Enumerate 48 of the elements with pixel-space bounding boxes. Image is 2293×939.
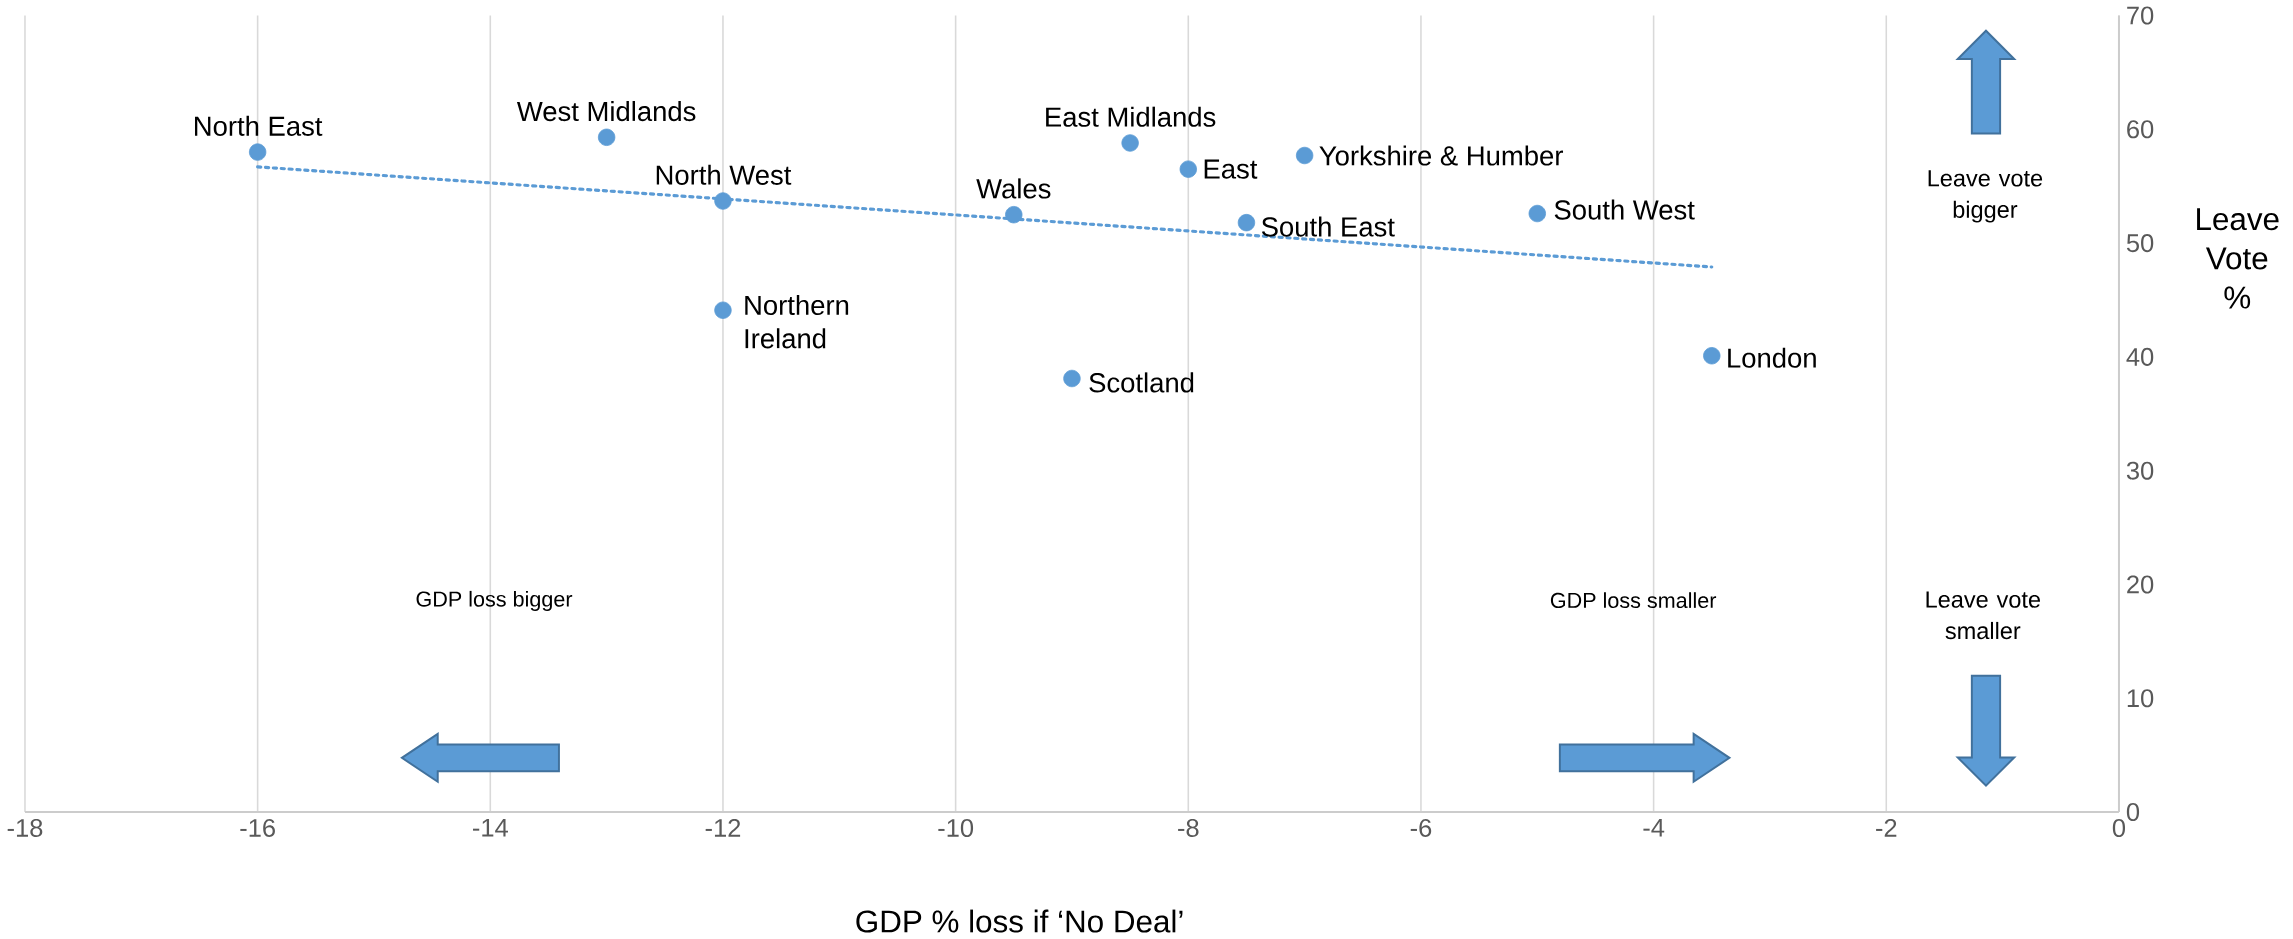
point xyxy=(1121,134,1139,152)
y-tick-label: 70 xyxy=(2127,6,2154,25)
x-tick-label: -4 xyxy=(1643,818,1665,837)
annotation: East Midlands xyxy=(1046,106,1216,127)
x-tick-label: -14 xyxy=(473,818,508,837)
x-tick-label: -18 xyxy=(7,818,43,837)
x-tick-label: 0 xyxy=(2112,818,2126,837)
annotation: Yorkshire & Humber xyxy=(1319,145,1564,166)
annotation: Scotland xyxy=(1089,372,1194,393)
annotation: London xyxy=(1728,347,1816,368)
point xyxy=(597,128,616,146)
x-tick-label: -12 xyxy=(705,818,741,837)
point xyxy=(1295,146,1314,165)
x-axis-title: GDP % loss if ‘No Deal’ xyxy=(856,909,1183,933)
annotation: East xyxy=(1204,159,1258,179)
x-tick-label: -2 xyxy=(1876,818,1897,837)
y-axis-title: Leave Vote % xyxy=(2197,208,2279,309)
annotation: North East xyxy=(195,115,323,136)
point xyxy=(1703,347,1721,365)
point xyxy=(1063,369,1081,388)
annotation: Leave vote bigger xyxy=(1928,170,2043,223)
y-tick-label: 30 xyxy=(2126,461,2154,480)
x-tick-label: -8 xyxy=(1178,818,1199,837)
y-tick-label: 10 xyxy=(2127,689,2154,708)
annotation: South East xyxy=(1261,216,1395,237)
annotation: North West xyxy=(656,164,792,185)
annotation: South West xyxy=(1554,199,1695,220)
annotation: West Midlands xyxy=(516,100,696,122)
y-tick-label: 20 xyxy=(2127,575,2154,594)
point xyxy=(1005,205,1023,224)
point xyxy=(714,301,732,319)
annotation: GDP loss bigger xyxy=(416,590,573,611)
y-tick-label: 40 xyxy=(2126,347,2154,366)
point xyxy=(714,192,732,210)
y-tick-label: 50 xyxy=(2126,234,2154,253)
annotation: GDP loss smaller xyxy=(1550,592,1717,608)
annotation: Wales xyxy=(976,178,1051,199)
x-tick-label: -6 xyxy=(1410,818,1432,837)
x-tick-label: -10 xyxy=(938,818,974,837)
point xyxy=(1528,204,1546,223)
point xyxy=(1237,213,1256,232)
y-tick-label: 0 xyxy=(2126,802,2140,821)
point xyxy=(1179,160,1197,178)
annotation: Leave vote smaller xyxy=(1926,591,2040,640)
point xyxy=(248,143,267,161)
annotation: Northern Ireland xyxy=(745,294,849,349)
x-tick-label: -16 xyxy=(240,818,275,837)
y-tick-label: 60 xyxy=(2127,120,2154,139)
